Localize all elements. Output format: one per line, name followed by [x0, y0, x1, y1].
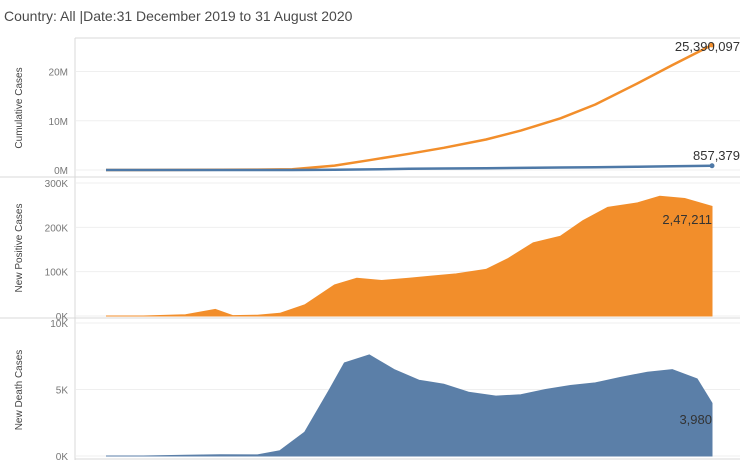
y-tick-label: 20M [49, 68, 68, 79]
data-label: 857,379 [693, 148, 740, 163]
y-axis-title: Cumulative Cases [14, 67, 25, 148]
y-axis-title: New Positive Cases [14, 204, 25, 293]
plot-layer: Cumulative Cases 0M 10M 20M 25,390,097 857,37… [14, 39, 740, 463]
filter-title: Country: All |Date:31 December 2019 to 3… [4, 8, 353, 24]
end-point [709, 163, 715, 169]
line-series [106, 164, 713, 172]
y-tick-label: 200K [45, 223, 69, 234]
area-series [106, 195, 713, 317]
y-tick-label: 0K [56, 312, 69, 323]
area-series [106, 354, 713, 457]
y-tick-label: 5K [56, 386, 69, 397]
y-tick-label: 100K [45, 268, 69, 279]
data-label: 2,47,211 [662, 212, 712, 227]
data-label: 25,390,097 [675, 39, 740, 54]
y-tick-label: 0M [54, 166, 68, 177]
y-tick-label: 10K [50, 319, 68, 330]
end-point [709, 42, 715, 48]
y-tick-label: 10M [49, 117, 68, 128]
y-axis-title: New Death Cases [14, 350, 25, 431]
line-series [106, 43, 713, 172]
y-tick-label: 300K [45, 179, 69, 190]
data-label: 3,980 [679, 412, 712, 427]
y-tick-label: 0K [56, 452, 69, 463]
